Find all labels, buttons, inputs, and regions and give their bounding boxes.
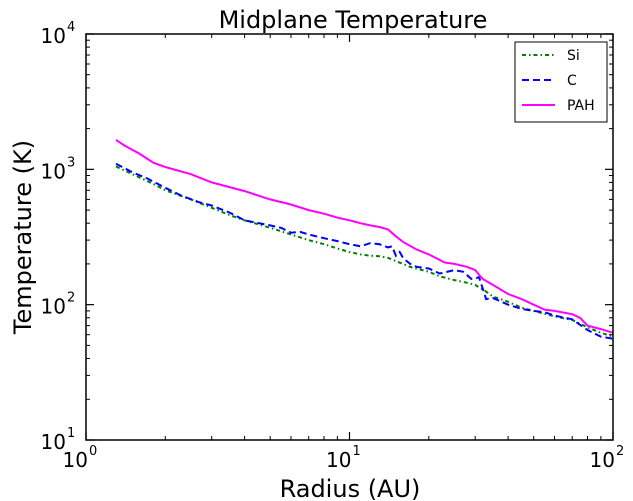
y-tick-label: 10 2 (41, 291, 76, 319)
y-tick-exponent: 1 (67, 426, 75, 441)
x-tick-exponent: 0 (89, 444, 97, 459)
series-layer (115, 139, 614, 340)
legend-label-c: C (567, 73, 577, 89)
legend-label-pah: PAH (567, 98, 595, 114)
x-tick-exponent: 2 (616, 444, 624, 459)
y-tick-label: 10 4 (41, 20, 76, 48)
x-tick-base: 10 (326, 448, 351, 472)
chart-title: Midplane Temperature (219, 6, 488, 34)
y-tick-base: 10 (41, 295, 66, 319)
series-line-si (115, 165, 614, 338)
x-tick-label: 10 0 (63, 444, 98, 472)
y-tick-base: 10 (41, 159, 66, 183)
x-tick-label: 10 2 (590, 444, 625, 472)
y-tick-base: 10 (41, 430, 66, 454)
legend: Si C PAH (514, 41, 608, 123)
y-axis-label: Temperature (K) (9, 140, 37, 335)
y-tick-base: 10 (41, 24, 66, 48)
x-tick-label: 10 1 (326, 444, 361, 472)
x-axis-label: Radius (AU) (280, 475, 421, 501)
series-line-c (115, 162, 614, 340)
x-tick-base: 10 (590, 448, 615, 472)
y-tick-label: 10 3 (41, 155, 76, 183)
y-tick-label: 10 1 (41, 426, 76, 454)
y-tick-exponent: 2 (67, 291, 75, 306)
x-tick-exponent: 1 (353, 444, 361, 459)
legend-label-si: Si (567, 48, 580, 64)
x-tick-base: 10 (63, 448, 88, 472)
y-tick-exponent: 4 (67, 20, 75, 35)
y-tick-exponent: 3 (67, 155, 75, 170)
series-line-pah (115, 139, 614, 334)
ticks-layer: 10 0 10 1 10 210 110 210 310 4 (41, 20, 625, 472)
